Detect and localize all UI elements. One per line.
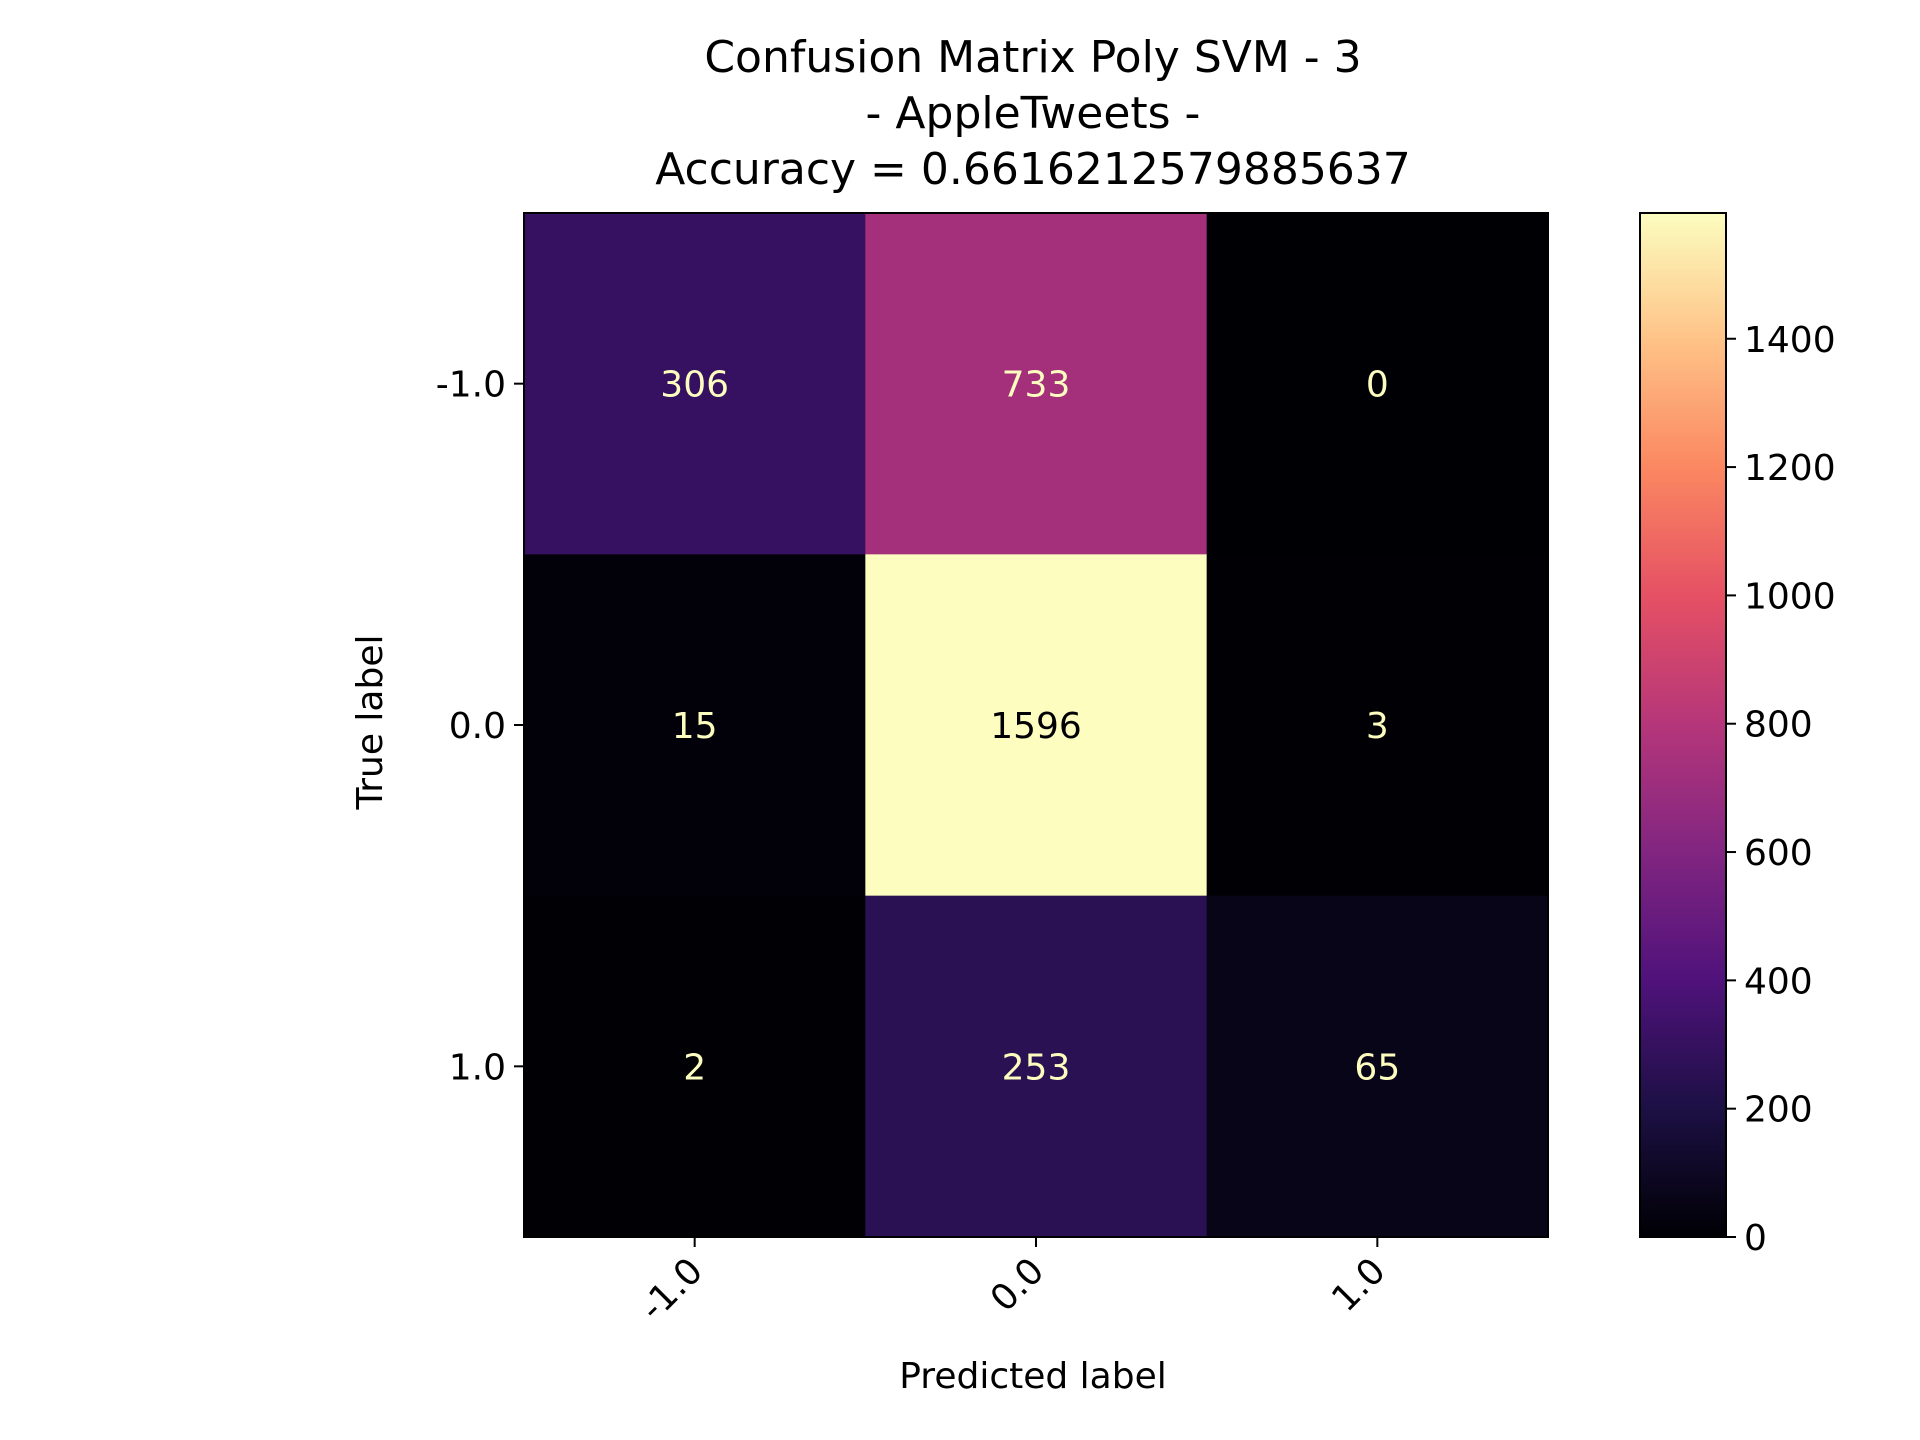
cell-value-r2-c0: 2 [683,1047,706,1088]
heatmap-cells [524,213,1549,1238]
heatmap-cell-r1-c1 [865,554,1208,897]
cell-value-r1-c0: 15 [672,706,718,747]
colorbar [1639,212,1727,1238]
chart-title-line-1: Confusion Matrix Poly SVM - 3 [704,32,1361,83]
colorbar-tick-label: 400 [1744,961,1813,1002]
y-tick-label: 1.0 [449,1047,506,1088]
cell-value-r0-c1: 733 [1002,365,1071,406]
chart-title-line-2: - AppleTweets - [866,88,1201,139]
heatmap-cell-r1-c0 [524,554,866,897]
heatmap-cell-r0-c1 [865,213,1208,555]
cell-value-r1-c1: 1596 [990,706,1082,747]
cell-value-r2-c1: 253 [1002,1047,1071,1088]
chart-title: Confusion Matrix Poly SVM - 3 - AppleTwe… [655,32,1411,195]
x-tick-label: 0.0 [983,1250,1052,1319]
y-axis-ticks: -1.0 0.0 1.0 [436,365,524,1088]
colorbar-tick-label: 0 [1744,1218,1767,1259]
heatmap-cell-values: 306 733 0 15 1596 3 2 253 65 [660,365,1400,1089]
heatmap-cell-r2-c0 [524,895,866,1238]
cell-value-r0-c2: 0 [1366,365,1389,406]
cell-value-r0-c0: 306 [660,365,729,406]
heatmap-cell-r0-c2 [1206,213,1549,555]
colorbar-tick-label: 800 [1744,705,1813,746]
y-tick-label: -1.0 [436,365,506,406]
y-axis-label: True label [350,635,391,811]
heatmap-cell-r2-c1 [865,895,1208,1238]
cell-value-r1-c2: 3 [1366,706,1389,747]
x-axis-ticks: -1.0 0.0 1.0 [632,1237,1394,1329]
cell-value-r2-c2: 65 [1354,1047,1400,1088]
colorbar-ticks: 0 200 400 600 800 1000 1200 1400 [1726,320,1836,1259]
colorbar-tick-label: 1000 [1744,576,1836,617]
heatmap-cell-r2-c2 [1206,895,1549,1238]
chart-title-line-3: Accuracy = 0.6616212579885637 [655,144,1411,195]
y-tick-label: 0.0 [449,706,506,747]
colorbar-tick-label: 1400 [1744,320,1836,361]
colorbar-tick-label: 200 [1744,1090,1813,1131]
colorbar-tick-label: 600 [1744,833,1813,874]
heatmap-cell-r0-c0 [524,213,866,555]
heatmap-cell-r1-c2 [1206,554,1549,897]
x-axis-label: Predicted label [899,1356,1167,1397]
x-tick-label: 1.0 [1324,1250,1393,1319]
x-tick-label: -1.0 [632,1250,711,1329]
colorbar-tick-label: 1200 [1744,448,1836,489]
